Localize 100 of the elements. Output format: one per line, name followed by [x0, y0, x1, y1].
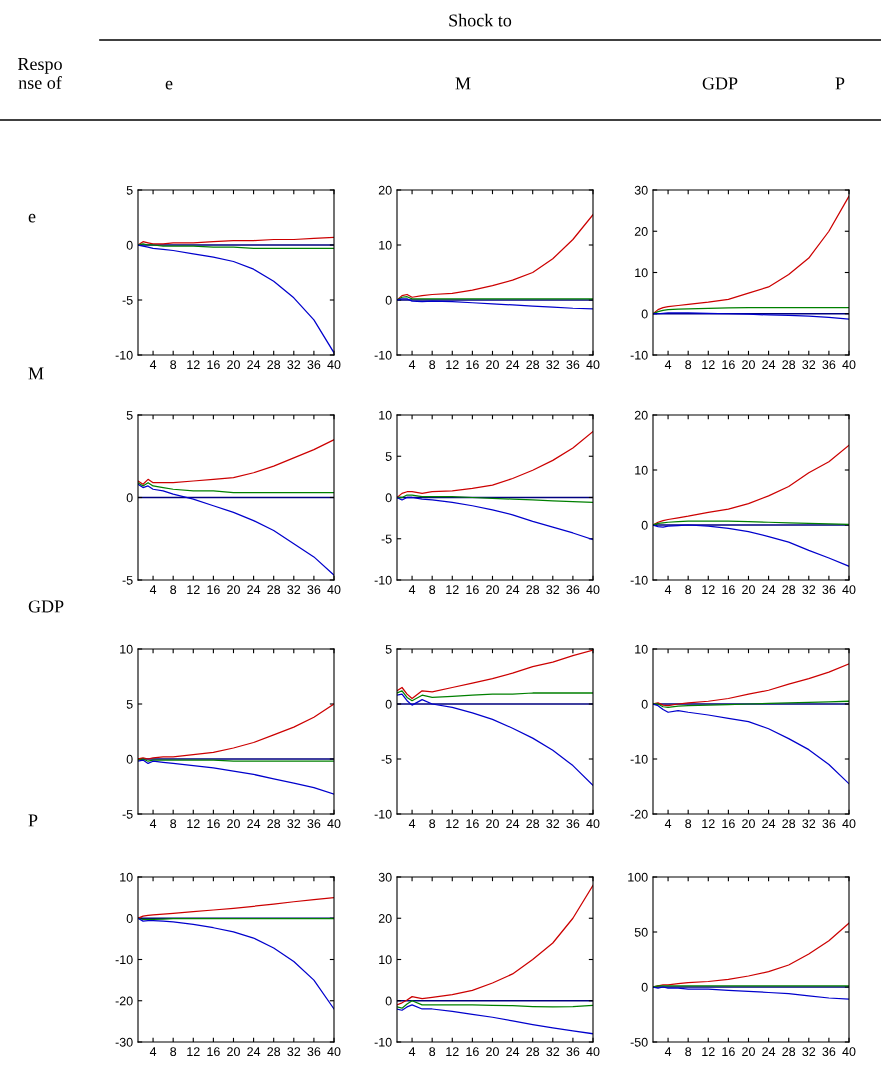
y-tick-label: -20 [115, 996, 133, 1006]
x-tick-label: 12 [446, 1047, 459, 1056]
x-tick-label: 4 [149, 360, 157, 369]
x-tick-label: 24 [247, 360, 261, 369]
y-tick-label: 0 [126, 914, 133, 923]
line-series [397, 690, 593, 702]
y-tick-label: 100 [628, 872, 648, 882]
x-tick-label: 40 [327, 585, 341, 595]
line-series [653, 306, 849, 315]
line-series [138, 482, 334, 494]
x-tick-label: 24 [762, 1047, 776, 1056]
line-series [397, 430, 593, 499]
x-tick-label: 24 [247, 1047, 261, 1056]
x-tick-label: 28 [782, 819, 796, 829]
x-tick-label: 12 [187, 819, 200, 828]
x-tick-label: 24 [506, 360, 520, 369]
x-tick-label: 20 [227, 819, 240, 829]
line-series [397, 298, 593, 310]
x-tick-label: 24 [506, 819, 520, 828]
x-tick-label: 4 [664, 1047, 672, 1056]
x-tick-label: 8 [170, 819, 177, 829]
x-tick-label: 4 [149, 585, 157, 594]
y-tick-label: 10 [635, 465, 648, 475]
y-tick-label: 0 [385, 699, 392, 709]
y-tick-label: 0 [641, 699, 648, 709]
x-tick-label: 32 [287, 360, 301, 370]
x-tick-label: 28 [526, 1047, 540, 1057]
line-series [653, 986, 849, 1000]
x-tick-label: 32 [802, 1047, 816, 1057]
x-tick-label: 8 [170, 1047, 177, 1057]
text: GDP [702, 77, 738, 90]
x-tick-label: 20 [486, 819, 499, 829]
x-tick-label: 28 [782, 1047, 796, 1057]
x-tick-label: 8 [685, 1047, 692, 1057]
x-tick-label: 36 [822, 585, 836, 595]
y-tick-label: 30 [378, 872, 392, 882]
y-tick-label: -30 [115, 1037, 133, 1047]
x-tick-label: 40 [586, 360, 600, 370]
x-tick-label: 24 [247, 819, 261, 828]
x-tick-label: 24 [506, 585, 520, 594]
line-series [138, 483, 334, 576]
x-tick-label: 32 [802, 585, 816, 595]
line-series [397, 1000, 593, 1009]
x-tick-label: 8 [685, 585, 692, 595]
x-tick-label: 16 [722, 585, 735, 595]
x-tick-label: 36 [307, 585, 321, 595]
text: e [165, 80, 173, 90]
x-tick-label: 16 [207, 819, 220, 829]
y-tick-label: 20 [634, 227, 648, 236]
x-tick-label: 32 [546, 819, 560, 829]
y-tick-label: -5 [381, 754, 392, 764]
x-tick-label: 28 [526, 360, 540, 370]
x-tick-label: 12 [702, 585, 715, 594]
x-tick-label: 20 [486, 585, 499, 595]
x-tick-label: 4 [149, 1047, 157, 1056]
x-tick-label: 12 [702, 819, 715, 828]
y-tick-label: 5 [385, 452, 392, 461]
y-tick-label: 5 [126, 185, 133, 195]
text: P [835, 77, 845, 90]
x-tick-label: 28 [267, 585, 281, 595]
line-series [397, 1004, 593, 1035]
y-tick-label: -5 [381, 534, 392, 544]
x-tick-label: 40 [586, 819, 600, 829]
y-tick-label: -10 [374, 575, 392, 585]
y-tick-label: 20 [378, 914, 392, 923]
line-series [397, 214, 593, 301]
x-tick-label: 20 [227, 360, 240, 370]
x-tick-label: 36 [822, 1047, 836, 1057]
x-tick-label: 36 [307, 360, 321, 370]
x-tick-label: 32 [287, 819, 301, 829]
x-tick-label: 16 [722, 360, 735, 370]
x-tick-label: 28 [267, 1047, 281, 1057]
x-tick-label: 20 [486, 360, 499, 370]
x-tick-label: 12 [446, 585, 459, 594]
y-tick-label: -10 [374, 350, 392, 360]
x-tick-label: 12 [446, 360, 459, 369]
y-tick-label: -10 [630, 575, 648, 585]
x-tick-label: 32 [546, 585, 560, 595]
x-tick-label: 4 [408, 1047, 416, 1056]
line-series [397, 884, 593, 1006]
x-tick-label: 36 [566, 360, 580, 370]
line-series [138, 896, 334, 919]
text: Shock to [449, 13, 512, 27]
x-tick-label: 32 [287, 585, 301, 595]
x-tick-label: 4 [664, 585, 672, 594]
x-tick-label: 20 [742, 1047, 755, 1057]
line-series [653, 195, 849, 315]
y-tick-label: -10 [630, 754, 648, 764]
x-tick-label: 16 [207, 585, 220, 595]
x-tick-label: 20 [742, 360, 755, 370]
text: M [28, 367, 44, 380]
x-tick-label: 16 [207, 1047, 220, 1057]
x-tick-label: 4 [149, 819, 157, 828]
x-tick-label: 12 [187, 1047, 200, 1056]
line-series [653, 312, 849, 320]
y-tick-label: 0 [641, 982, 648, 992]
x-tick-label: 16 [466, 1047, 479, 1057]
y-tick-label: 5 [126, 410, 133, 420]
x-tick-label: 40 [842, 1047, 856, 1057]
y-tick-label: -10 [115, 350, 133, 360]
